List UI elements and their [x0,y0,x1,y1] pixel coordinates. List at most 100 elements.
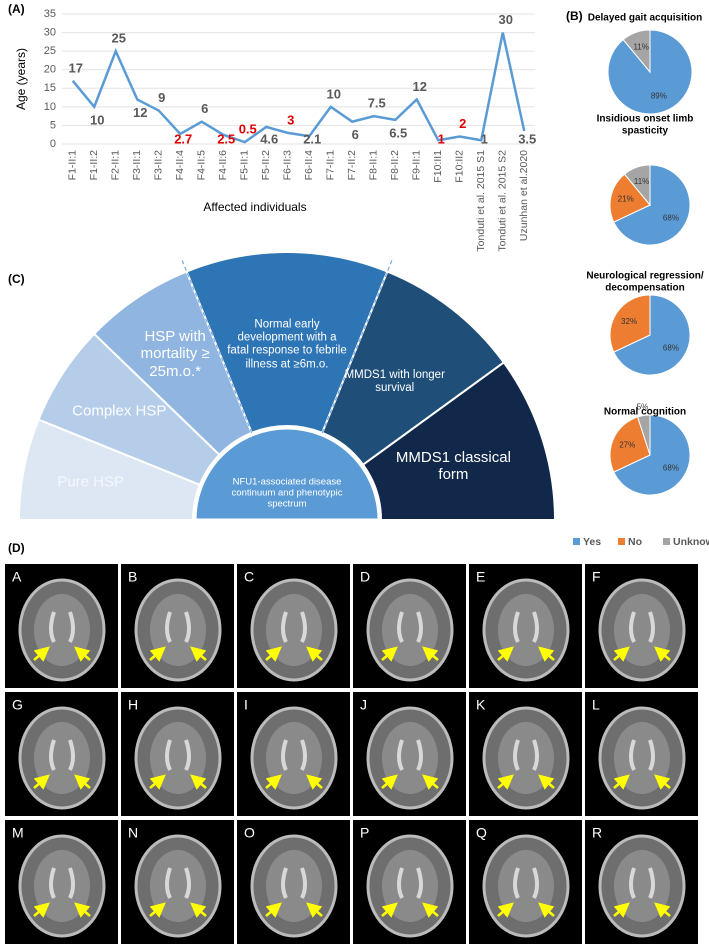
image-label: O [244,825,255,841]
arrow [190,902,207,918]
ventricle [281,739,307,771]
image-label: N [128,825,138,841]
brain-inner [614,850,670,922]
ventricle [629,739,655,771]
legend-label: No [628,536,642,548]
pie-slice [613,414,691,496]
data-label: 25 [112,31,126,46]
brain-inner [382,850,438,922]
data-label: 0.5 [239,122,257,137]
x-tick-label: F10:II2 [454,150,466,183]
arrow [74,774,91,790]
center [193,426,381,522]
x-axis-label: Affected individuals [203,200,306,214]
x-tick-label: F7-II:1 [325,150,337,181]
x-tick-label: F3-II:1 [131,150,143,181]
arrow [613,774,630,790]
data-label: 2.5 [217,131,235,146]
image-label: M [12,825,24,841]
pie-label: 68% [663,463,679,472]
x-tick-label: F1-II:2 [88,150,100,181]
pie-label: 27% [619,440,635,449]
brain-inner [150,722,206,794]
data-label: 30 [499,12,513,27]
pie-slice [609,416,651,473]
x-tick-label: F5-II:2 [260,150,272,181]
panel-label: (D) [8,541,25,555]
arrow [654,774,671,790]
x-tick-label: F1-II:1 [67,150,79,181]
pie-label: 32% [621,317,637,326]
pie-slice [613,294,691,376]
legend-label: Unknown [673,536,709,548]
y-tick-label: 30 [44,26,56,38]
segment-label: Normal early development with a fatal re… [227,318,347,371]
pie-slice [609,173,651,223]
pie-label: 11% [633,43,648,52]
pie-label: 89% [651,92,667,101]
data-label: 1 [438,131,445,146]
panel-label: (A) [8,2,25,16]
image-label: B [128,569,137,585]
x-tick-label: F4-II:5 [196,150,208,181]
image-label: D [360,569,370,585]
arrow [654,646,671,662]
y-tick-label: 10 [44,101,56,113]
arrow [538,902,555,918]
ventricle [165,867,191,899]
brain-inner [382,594,438,666]
data-label: 9 [158,90,165,105]
arrow [33,646,50,662]
segment-label: Pure HSP [57,473,125,491]
arrow [538,646,555,662]
pie-label: 68% [663,213,679,222]
brain-inner [614,722,670,794]
pie-label: 68% [663,343,679,352]
arrow [190,646,207,662]
image-label: Q [476,825,487,841]
center-label: NFU1-associated disease continuum and ph… [231,476,343,510]
data-label: 1 [481,131,488,146]
image-label: F [592,569,601,585]
legend-swatch [573,538,580,545]
x-tick-label: F4-II:6 [217,150,229,181]
ventricle [513,739,539,771]
x-tick-label: F8-II:1 [368,150,380,181]
ventricle [281,867,307,899]
image-label: C [244,569,254,585]
x-tick-label: Tonduti et al. 2015 S1 [475,150,487,252]
arrow [265,902,282,918]
image-label: I [244,697,248,713]
panel-label: (C) [8,272,25,286]
y-tick-label: 25 [44,45,56,57]
data-label: 4.6 [260,131,278,146]
x-tick-label: F6-II:4 [303,150,315,181]
data-label: 3 [287,112,294,127]
ventricle [513,867,539,899]
segment [361,361,557,521]
y-tick-label: 5 [50,119,56,131]
arrow [306,902,323,918]
line [71,32,526,144]
data-label: 6 [352,127,359,142]
brain-inner [498,722,554,794]
arrow [306,774,323,790]
brain-inner [150,594,206,666]
legend-swatch [663,538,670,545]
arrow [306,646,323,662]
brain-inner [614,594,670,666]
data-label: 10 [327,86,341,101]
brain-inner [266,722,322,794]
legend-swatch [618,538,625,545]
data-label: 2.1 [303,131,321,146]
pie-label: 21% [618,195,634,204]
data-label: 12 [133,105,147,120]
brain-inner [498,594,554,666]
y-tick-label: 15 [44,82,56,94]
pie-title: Normal cognition [603,406,687,418]
data-label: 2 [459,116,466,131]
image-label: H [128,697,138,713]
arrow [149,774,166,790]
panel-label: (B) [566,9,583,23]
